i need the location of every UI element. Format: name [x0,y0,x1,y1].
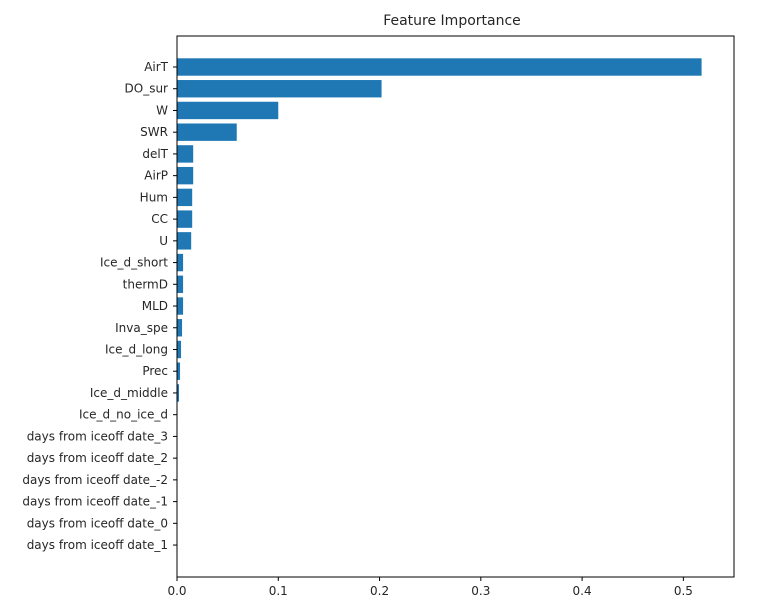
bar-ice_d_middle [177,384,180,402]
y-tick-label: W [156,103,168,117]
y-tick-labels: AirT DO_sur W SWR delT AirP Hum CC U Ice_d_shortt… [22,60,177,552]
bar-hum [177,188,193,207]
y-tick-label: U [159,234,168,248]
bar-thermd [177,275,184,293]
bar-delt [177,145,194,163]
y-tick-label: Hum [140,190,168,204]
y-tick-label: AirT [144,60,168,74]
y-tick-label: SWR [140,125,168,139]
y-tick-label: Ice_d_no_ice_d [79,408,168,422]
bar-u [177,232,192,250]
y-tick-label: days from iceoff date_1 [27,538,168,552]
y-tick-label: days from iceoff date_0 [27,516,168,530]
y-tick-label: Inva_spe [115,321,168,335]
y-tick-label: MLD [142,299,168,313]
x-tick-label: 0.3 [471,584,490,598]
y-tick-label: Ice_d_short [100,256,168,270]
bar-airp [177,166,194,185]
bar-do_sur [177,80,382,98]
y-tick-label: Ice_d_middle [90,386,168,400]
y-tick-label: CC [151,212,168,226]
plot-frame [176,35,735,578]
x-tick-label: 0.4 [573,584,592,598]
x-tick-label: 0.2 [370,584,389,598]
bar-airt [177,58,702,76]
x-tick-label: 0.5 [674,584,693,598]
y-tick-label: days from iceoff date_-1 [22,495,168,509]
bar-swr [177,123,237,141]
bar-inva_spe [177,319,183,337]
chart-title: Feature Importance [383,13,521,29]
x-tick-label: 0.0 [167,584,186,598]
x-ticks: 0.0 0.1 0.2 0.3 0.4 0.5 [167,577,693,598]
y-tick-label: thermD [123,277,168,291]
y-tick-label: Ice_d_long [105,342,168,356]
bar-ice_d_long [177,340,182,359]
y-tick-label: AirP [144,169,168,183]
y-tick-label: days from iceoff date_2 [27,451,168,465]
bars-group [177,58,702,424]
bar-cc [177,210,193,228]
bar-ice_d_short [177,253,184,272]
bar-w [177,101,279,120]
y-tick-label: delT [142,147,168,161]
bar-mld [177,297,184,315]
bar-prec [177,362,181,380]
y-tick-label: DO_sur [125,82,169,96]
x-tick-label: 0.1 [269,584,288,598]
y-tick-label: days from iceoff date_3 [27,429,168,443]
y-tick-label: Prec [142,364,168,378]
y-tick-label: days from iceoff date_-2 [22,473,168,487]
